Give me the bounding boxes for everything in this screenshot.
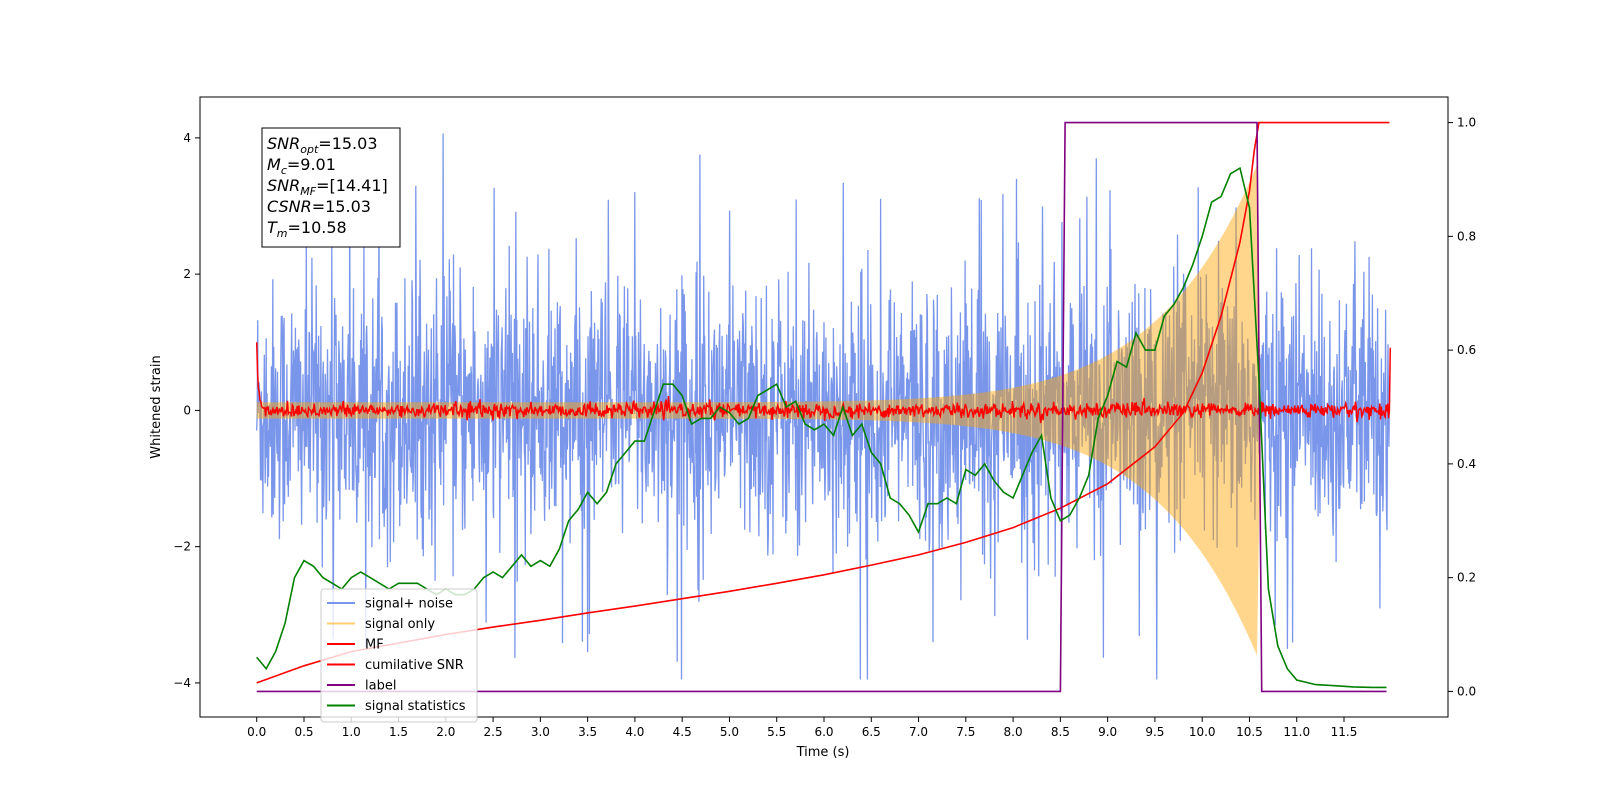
y2-tick-label: 0.8 bbox=[1457, 229, 1476, 243]
x-axis-label: Time (s) bbox=[796, 745, 850, 760]
annotation-frame bbox=[261, 127, 401, 248]
annotation-box: SNRopt=15.03Mc=9.01SNRMF=[14.41]CSNR=15.… bbox=[261, 127, 401, 248]
legend-label: signal statistics bbox=[365, 699, 466, 714]
x-tick-label: 8.0 bbox=[1004, 725, 1023, 739]
x-tick-label: 6.5 bbox=[862, 725, 881, 739]
y-tick-label: −2 bbox=[173, 540, 191, 554]
series-cumulative-snr bbox=[256, 121, 1390, 684]
axes: 0.0 0.5 1.0 1.5 2.0 2.5 3.0 3.5 4.0 4.5 5.0 5.5 6.0 6… bbox=[173, 116, 1476, 739]
annotation-line: Tm=10.58 bbox=[267, 218, 347, 240]
legend: signal+ noise signal only MF cumilative SNR… bbox=[320, 588, 478, 723]
x-tick-label: 9.5 bbox=[1145, 725, 1164, 739]
x-tick-label: 1.5 bbox=[389, 725, 408, 739]
x-tick-label: 7.5 bbox=[956, 725, 975, 739]
x-tick-label: 10.0 bbox=[1189, 725, 1216, 739]
x-tick-label: 2.0 bbox=[436, 725, 455, 739]
legend-frame bbox=[320, 588, 478, 723]
x-tick-label: 5.5 bbox=[767, 725, 786, 739]
x-tick-label: 11.0 bbox=[1283, 725, 1310, 739]
y-tick-label: 2 bbox=[183, 267, 191, 281]
series-mf bbox=[255, 342, 1392, 424]
legend-label: signal+ noise bbox=[365, 597, 453, 612]
y-tick-label: 4 bbox=[183, 131, 191, 145]
x-tick-label: 7.0 bbox=[909, 725, 928, 739]
legend-label: signal only bbox=[365, 617, 435, 632]
series-label bbox=[256, 121, 1387, 693]
x-tick-label: 3.5 bbox=[578, 725, 597, 739]
series-signal-noise bbox=[256, 133, 1391, 680]
x-tick-label: 2.5 bbox=[484, 725, 503, 739]
x-tick-label: 0.0 bbox=[247, 725, 266, 739]
x-tick-label: 4.5 bbox=[673, 725, 692, 739]
x-tick-label: 8.5 bbox=[1051, 725, 1070, 739]
y2-tick-label: 1.0 bbox=[1457, 116, 1476, 130]
y2-tick-label: 0.2 bbox=[1457, 571, 1476, 585]
legend-label: cumilative SNR bbox=[365, 658, 464, 673]
annotation-line: SNRopt=15.03 bbox=[267, 134, 378, 156]
annotation-line: Mc=9.01 bbox=[267, 155, 336, 177]
y2-tick-label: 0.4 bbox=[1457, 457, 1476, 471]
legend-label: label bbox=[365, 679, 396, 694]
x-tick-label: 11.5 bbox=[1331, 725, 1358, 739]
x-tick-label: 1.0 bbox=[342, 725, 361, 739]
legend-label: MF bbox=[365, 638, 384, 653]
annotation-line: SNRMF=[14.41] bbox=[267, 176, 388, 198]
x-tick-label: 10.5 bbox=[1236, 725, 1263, 739]
series-signal-only bbox=[256, 165, 1261, 656]
x-tick-label: 9.0 bbox=[1098, 725, 1117, 739]
y-tick-label: −4 bbox=[173, 676, 191, 690]
y-axis-label: Whitened strain bbox=[149, 355, 164, 458]
y2-tick-label: 0.0 bbox=[1457, 684, 1476, 698]
x-tick-label: 0.5 bbox=[294, 725, 313, 739]
x-tick-label: 6.0 bbox=[814, 725, 833, 739]
x-tick-label: 4.0 bbox=[625, 725, 644, 739]
y2-tick-label: 0.6 bbox=[1457, 343, 1476, 357]
x-tick-label: 3.0 bbox=[531, 725, 550, 739]
annotation-line: CSNR=15.03 bbox=[267, 197, 371, 216]
x-tick-label: 5.0 bbox=[720, 725, 739, 739]
y-tick-label: 0 bbox=[183, 403, 191, 417]
